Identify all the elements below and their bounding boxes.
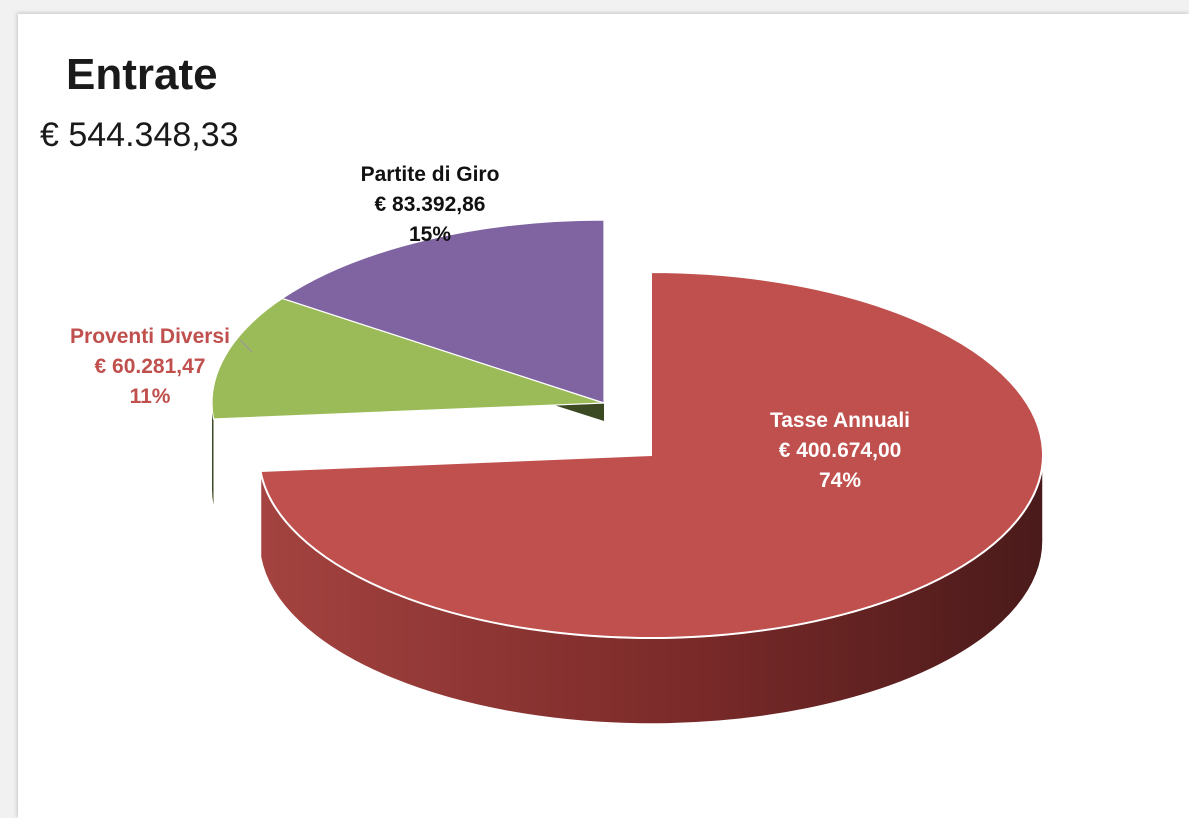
slice-label-proventi-diversi: Proventi Diversi € 60.281,47 11% xyxy=(40,322,260,412)
slice-tasse-annuali xyxy=(259,270,1044,639)
slice-percent: 74% xyxy=(818,469,862,492)
slice-side-proventi-diversi xyxy=(212,403,214,506)
slice-value: € 83.392,86 xyxy=(374,193,486,216)
chart-total: € 544.348,33 xyxy=(40,116,239,154)
slice-value: € 60.281,47 xyxy=(94,355,206,378)
slice-value: € 400.674,00 xyxy=(778,439,902,462)
slice-label-partite-di-giro: Partite di Giro € 83.392,86 15% xyxy=(330,160,530,250)
chart-frame: Entrate € 544.348,33 Partite di Giro € 8… xyxy=(18,14,1189,818)
slice-percent: 11% xyxy=(129,385,171,408)
slice-partite-di-giro xyxy=(280,219,605,404)
pie-chart xyxy=(211,219,1044,725)
chart-title: Entrate xyxy=(66,50,218,99)
slice-name: Tasse Annuali xyxy=(769,409,911,432)
leader-line-proventi-diversi xyxy=(239,339,253,353)
slice-percent: 15% xyxy=(408,223,452,246)
slice-proventi-diversi xyxy=(211,297,605,420)
slice-name: Proventi Diversi xyxy=(70,325,230,348)
slice-name: Partite di Giro xyxy=(360,163,500,186)
slice-label-tasse-annuali: Tasse Annuali € 400.674,00 74% xyxy=(720,406,960,496)
